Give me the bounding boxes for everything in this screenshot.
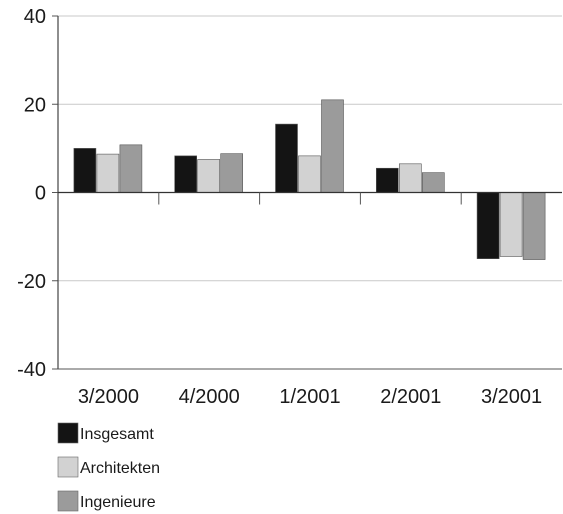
legend-swatch: [57, 490, 79, 512]
category-label: 3/2001: [481, 386, 542, 408]
legend-label: Ingenieure: [80, 494, 156, 511]
bar-architekten: [499, 192, 523, 257]
bar-insgesamt: [73, 148, 97, 193]
bar-architekten: [398, 163, 422, 193]
y-tick-labels: 40 20 0 -20 -40: [17, 6, 46, 381]
bars: [73, 99, 546, 260]
bar-ingenieure: [421, 172, 445, 193]
axes: [52, 15, 562, 370]
bar-ingenieure: [321, 99, 344, 193]
y-tick-label: -40: [17, 359, 46, 381]
bar-insgesamt: [174, 155, 197, 193]
bar-insgesamt: [275, 123, 298, 193]
bar-ingenieure: [220, 153, 243, 193]
category-label: 2/2001: [380, 386, 441, 408]
bar-insgesamt: [476, 192, 500, 259]
category-label: 3/2000: [78, 386, 139, 408]
y-tick-label: 0: [35, 183, 46, 205]
bar-architekten: [298, 155, 321, 193]
bar-ingenieure: [522, 192, 546, 260]
category-label: 1/2001: [279, 386, 340, 408]
y-tick-label: 20: [24, 94, 46, 116]
legend-swatch: [57, 456, 79, 478]
category-labels: 3/2000 4/2000 1/2001 2/2001 3/2001: [78, 386, 542, 408]
bar-ingenieure: [119, 144, 143, 193]
y-tick-label: 40: [24, 6, 46, 28]
legend-label: Architekten: [80, 460, 160, 477]
legend-label: Insgesamt: [80, 426, 154, 443]
legend-swatch: [57, 422, 79, 444]
category-label: 4/2000: [179, 386, 240, 408]
y-tick-label: -20: [17, 271, 46, 293]
bar-insgesamt: [375, 167, 399, 193]
bar-architekten: [96, 153, 120, 193]
bar-architekten: [197, 159, 220, 193]
legend: Insgesamt Architekten Ingenieure: [57, 422, 160, 512]
